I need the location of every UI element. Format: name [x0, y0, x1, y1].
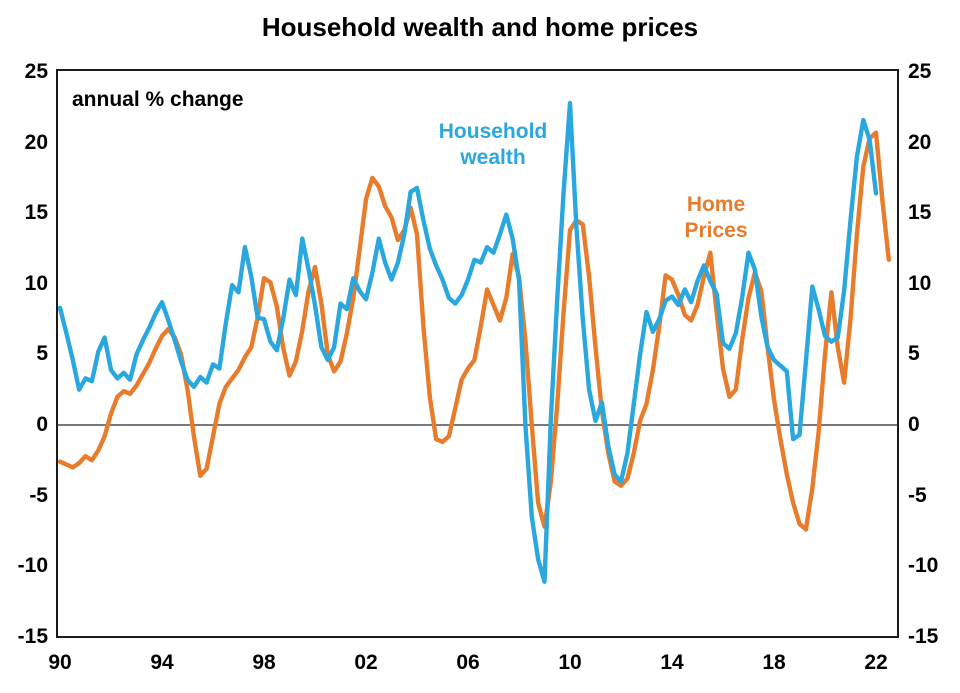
y-axis-tick-label-left: -10: [17, 554, 48, 578]
x-axis-tick-label: 22: [864, 651, 888, 674]
chart-title: Household wealth and home prices: [261, 12, 699, 42]
y-axis-tick-label-left: 20: [24, 130, 48, 154]
x-axis-tick-label: 10: [558, 651, 582, 674]
y-axis-tick-label-right: -5: [908, 483, 927, 507]
y-axis-tick-label-right: 25: [908, 60, 932, 83]
y-axis-tick-label-left: 10: [24, 271, 48, 295]
y-axis-tick-label-left: 0: [36, 413, 48, 436]
plot-border: [56, 69, 899, 638]
household-wealth-series-label: Household wealth: [413, 119, 573, 171]
x-axis-tick-label: 14: [660, 651, 684, 674]
home-prices-line: [57, 130, 891, 532]
y-axis-tick-label-left: 5: [36, 342, 48, 366]
household-wealth-series-label-line2: wealth: [460, 146, 526, 169]
x-axis-tick-label: 18: [762, 651, 786, 674]
y-axis-tick-label-left: 25: [24, 60, 48, 83]
x-axis-tick-label: 02: [354, 651, 378, 674]
y-axis-tick-label-right: -15: [908, 624, 939, 648]
y-axis-tick-label-right: -10: [908, 554, 939, 578]
home-prices-series-label: Home Prices: [646, 192, 786, 244]
y-axis-tick-label-right: 15: [908, 201, 932, 225]
x-axis-tick-label: 94: [150, 651, 174, 674]
household-wealth-series-label-line1: Household: [438, 120, 548, 143]
x-axis-tick-label: 06: [456, 651, 480, 674]
home-prices-series-label-line1: Home: [686, 193, 746, 216]
axis-units-annotation: annual % change: [72, 88, 244, 111]
y-axis-tick-label-left: -5: [29, 483, 48, 507]
home-prices-series-label-line2: Prices: [684, 219, 748, 242]
y-axis-tick-label-left: 15: [24, 201, 48, 225]
y-axis-tick-label-left: -15: [17, 624, 48, 648]
y-axis-tick-label-right: 20: [908, 130, 932, 154]
y-axis-tick-label-right: 0: [908, 413, 920, 436]
x-axis-tick-label: 98: [252, 651, 276, 674]
y-axis-tick-label-right: 10: [908, 271, 932, 295]
y-axis-tick-label-right: 5: [908, 342, 920, 366]
x-axis-tick-label: 90: [48, 651, 72, 674]
household-wealth-line: [57, 100, 879, 584]
